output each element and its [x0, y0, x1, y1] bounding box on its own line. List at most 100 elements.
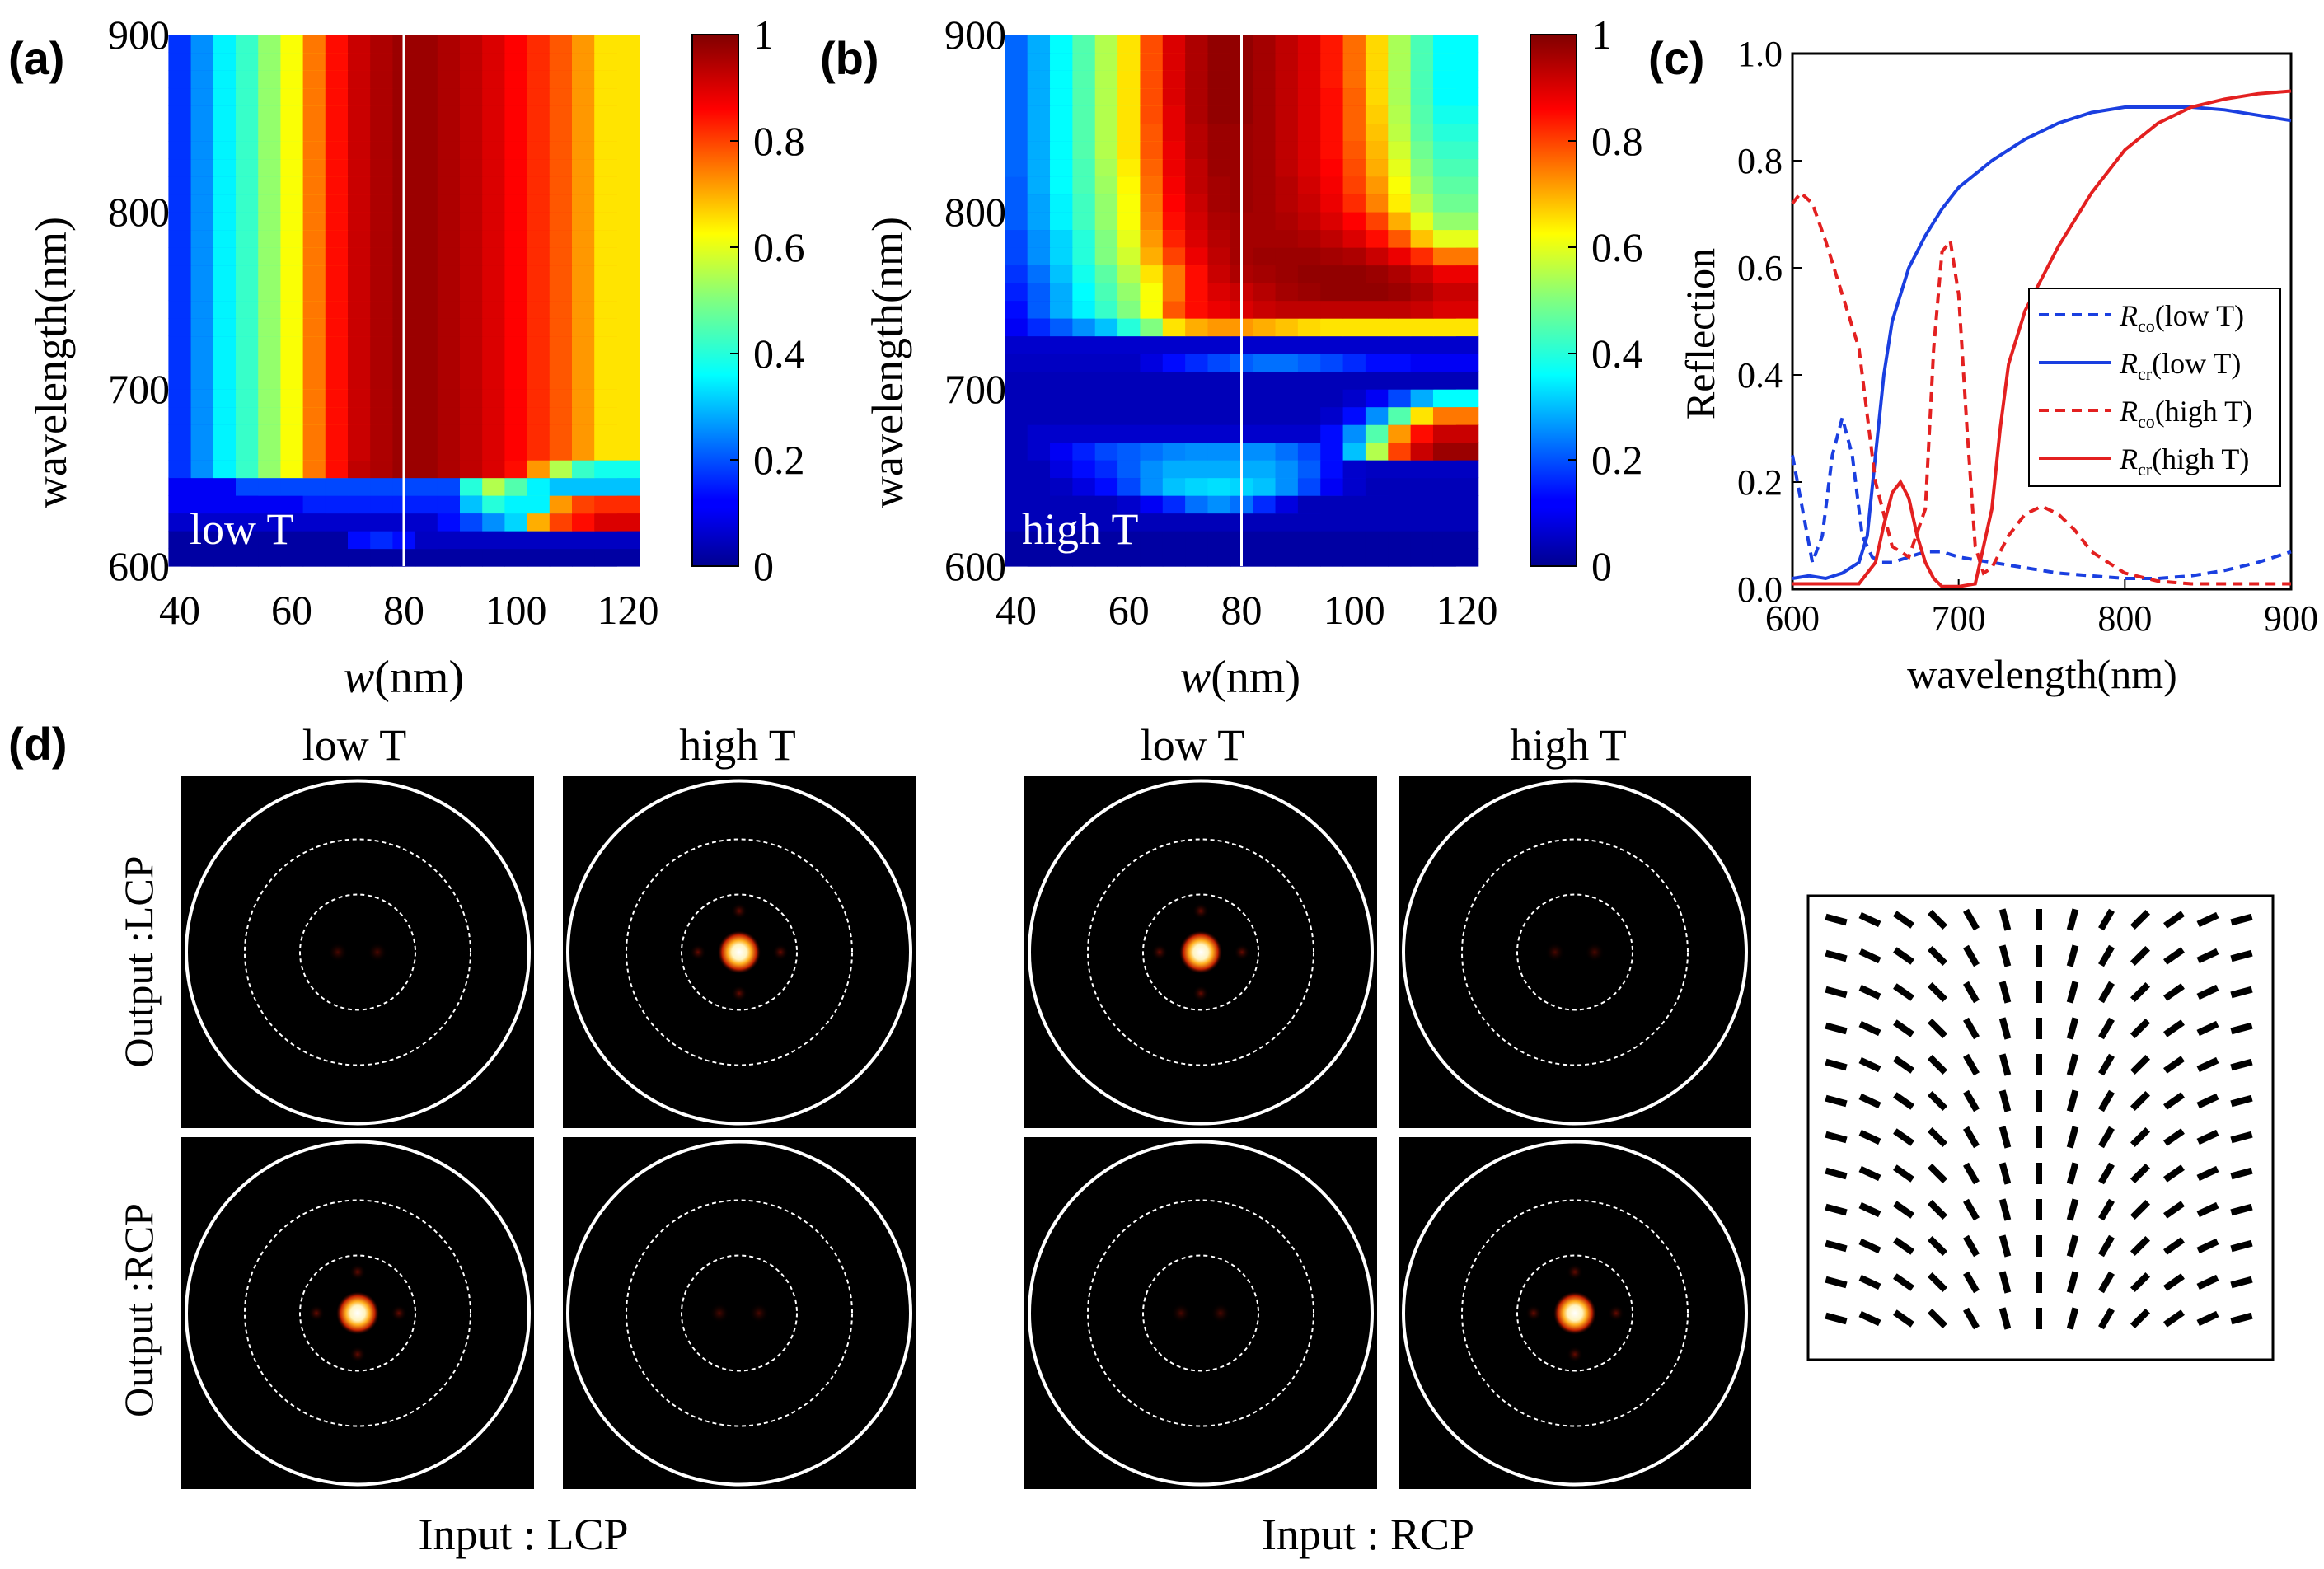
- psf-image: [1399, 776, 1751, 1128]
- heatmap-cell: [1432, 300, 1479, 319]
- antenna-bar: [1893, 1164, 1914, 1183]
- heatmap-cell: [594, 371, 640, 390]
- heatmap-b: [1005, 35, 1479, 567]
- antenna-bar: [2230, 949, 2253, 962]
- antenna-bar: [2196, 984, 2219, 1000]
- antenna-bar: [2066, 944, 2079, 967]
- antenna-bar: [1893, 1019, 1914, 1037]
- x-tick-label: 800: [2097, 598, 2152, 639]
- y-tick-label: 700: [108, 366, 170, 412]
- heatmap-cell: [594, 212, 640, 231]
- antenna-bar: [2098, 1307, 2115, 1330]
- antenna-bar: [1927, 1272, 1948, 1293]
- column-title-4: high T: [1510, 720, 1627, 770]
- focal-spot: [336, 1291, 379, 1335]
- antenna-bar: [1893, 947, 1914, 965]
- panel-c: (c) 600 700 800 900 0.0 0.2 0.4 0.6 0.8 1.0 Refle…: [1648, 32, 2318, 697]
- colorbar-tick-label: 0.8: [753, 118, 805, 164]
- heatmap-a-ylabel: wavelength(nm): [26, 217, 76, 508]
- antenna-bar: [2098, 1126, 2115, 1149]
- heatmap-cell: [1432, 460, 1479, 479]
- series-line-0: [1791, 411, 2292, 580]
- heatmap-cell: [1432, 52, 1479, 71]
- heatmap-a-inset-label: low T: [190, 504, 294, 554]
- x-tick-label: 700: [1932, 598, 1986, 639]
- middle-ring: [626, 838, 853, 1066]
- antenna-bar: [2130, 1018, 2151, 1039]
- middle-ring: [626, 1199, 853, 1427]
- y-tick-label: 700: [944, 366, 1006, 412]
- colorbar-b-ticks: 0 0.2 0.4 0.6 0.8 1: [1568, 12, 1643, 589]
- heatmap-cell: [594, 141, 640, 160]
- antenna-bar: [2066, 1198, 2079, 1221]
- heatmap-cell: [1432, 318, 1479, 337]
- heatmap-cell: [1432, 389, 1479, 408]
- y-tick-label: 0.8: [1737, 141, 1783, 181]
- y-tick-label: 600: [944, 543, 1006, 589]
- outer-ring: [1028, 779, 1374, 1126]
- antenna-bar: [1893, 1273, 1914, 1291]
- antenna-bar: [2036, 1018, 2042, 1039]
- colorbar-b: [1530, 34, 1577, 567]
- antenna-bar: [1858, 911, 1881, 928]
- antenna-bar: [1825, 1131, 1848, 1144]
- heatmap-b-axes: 40 60 80 100 120 600 700 800 900: [944, 12, 1498, 633]
- antenna-bar: [2066, 1053, 2079, 1076]
- antenna-bar: [2230, 1203, 2253, 1216]
- antenna-bar: [2163, 1019, 2185, 1037]
- antenna-bars: [1825, 908, 2253, 1330]
- weak-spot: [368, 942, 387, 962]
- antenna-bar: [1998, 944, 2012, 967]
- antenna-bar: [2066, 908, 2079, 931]
- weak-spot: [328, 942, 348, 962]
- heatmap-cell: [1432, 371, 1479, 390]
- antenna-bar: [1998, 1307, 2012, 1330]
- panel-label-c: (c): [1648, 32, 1704, 84]
- antenna-bar: [2196, 911, 2219, 928]
- antenna-bar: [2098, 1234, 2115, 1258]
- antenna-bar: [2066, 1126, 2079, 1149]
- outer-ring: [185, 1140, 531, 1487]
- heatmap-cell: [1432, 176, 1479, 195]
- heatmap-cell: [594, 194, 640, 213]
- heatmap-cell: [594, 105, 640, 124]
- heatmap-a-xlabel: w(nm): [344, 652, 464, 703]
- antenna-bar: [2066, 1271, 2079, 1294]
- antenna-bar: [1998, 1126, 2012, 1149]
- inner-ring: [1516, 1254, 1633, 1372]
- heatmap-cell: [1432, 548, 1479, 567]
- antenna-bar: [2098, 1017, 2115, 1040]
- antenna-bar: [2196, 948, 2219, 964]
- antenna-bar: [2163, 947, 2185, 965]
- antenna-bar: [2036, 1308, 2042, 1329]
- psf-grid: [181, 776, 1751, 1489]
- heatmap-cell: [594, 477, 640, 496]
- legend-label: Rcr(low T): [2119, 347, 2241, 384]
- antenna-bar: [1963, 1198, 1980, 1221]
- antenna-bar: [1825, 1276, 1848, 1289]
- antenna-bar: [2196, 1310, 2219, 1327]
- antenna-bar: [1825, 1203, 1848, 1216]
- antenna-bar: [1963, 1126, 1980, 1149]
- input-label-rcp: Input : RCP: [1262, 1510, 1474, 1559]
- colorbar-tick-label: 1: [753, 12, 774, 58]
- antenna-bar: [1927, 1090, 1948, 1112]
- antenna-bar: [1893, 1201, 1914, 1219]
- heatmap-cell: [594, 176, 640, 195]
- antenna-bar: [2066, 1017, 2079, 1040]
- antenna-bar: [1998, 1053, 2012, 1076]
- inner-ring: [681, 1254, 798, 1372]
- heatmap-cell: [594, 158, 640, 177]
- antenna-bar: [1825, 1058, 1848, 1071]
- antenna-bar: [1858, 1310, 1881, 1327]
- heatmap-cell: [1432, 35, 1479, 54]
- antenna-bar: [1963, 1053, 1980, 1076]
- antenna-bar: [2230, 1131, 2253, 1144]
- antenna-bar: [2163, 1056, 2185, 1074]
- antenna-bar: [2098, 1198, 2115, 1221]
- series-line-3: [1792, 89, 2292, 588]
- y-tick-label: 0.6: [1737, 248, 1783, 288]
- heatmap-cell: [594, 335, 640, 354]
- antenna-bar: [1858, 1020, 1881, 1037]
- series-line-1: [1792, 105, 2292, 581]
